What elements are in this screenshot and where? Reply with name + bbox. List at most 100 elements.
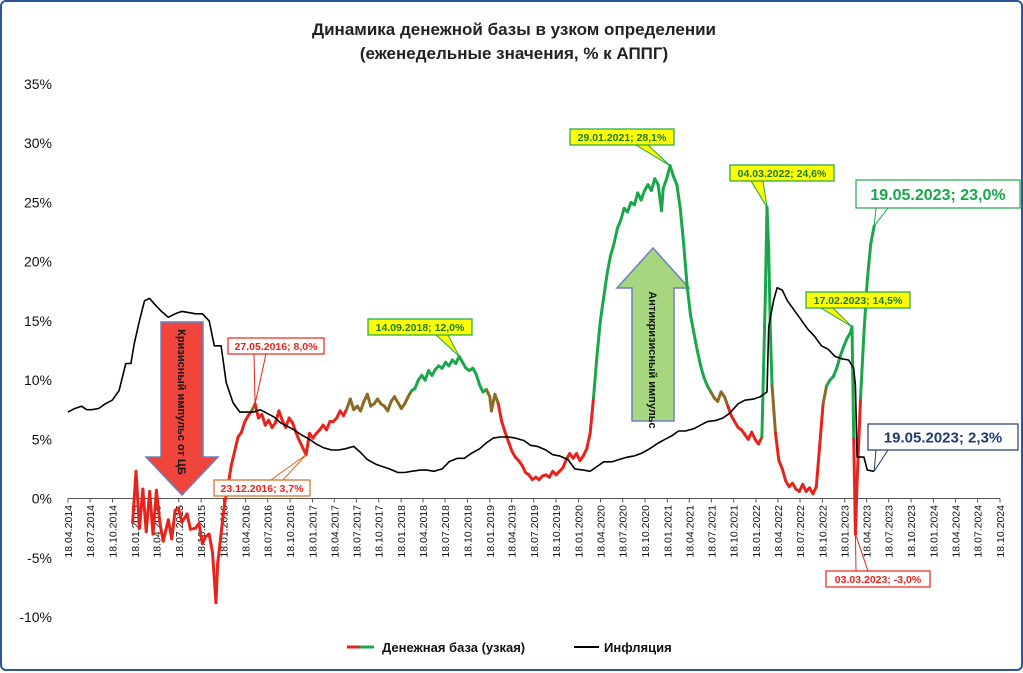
money-base-segment xyxy=(605,254,613,276)
money-base-segment xyxy=(726,404,733,418)
money-base-segment xyxy=(869,224,876,246)
annotation-box xyxy=(855,179,1021,209)
money-base-segment xyxy=(699,364,706,380)
impulse-arrow-label: Кризисный импульс от ЦБ xyxy=(175,329,187,475)
impulse-arrow-label: Антикризисный импульс xyxy=(646,291,658,428)
x-tick-label: 18.04.2021 xyxy=(684,505,696,558)
annotation-pointer xyxy=(819,307,853,328)
money-base-segment xyxy=(765,205,771,252)
annotation-a9: 19.05.2023; 2,3% xyxy=(867,423,1019,472)
annotation-pointer xyxy=(750,180,768,208)
x-tick-label: 18.04.2024 xyxy=(951,505,963,558)
x-tick-label: 18.04.2014 xyxy=(63,505,75,558)
money-base-segment xyxy=(661,177,669,190)
money-base-segment xyxy=(668,164,675,178)
money-base-segment xyxy=(365,392,373,408)
x-tick-label: 18.04.2022 xyxy=(773,505,785,558)
money-base-segment xyxy=(170,508,177,541)
annotation-box xyxy=(213,479,311,497)
annotation-label: 14.09.2018; 12,0% xyxy=(376,322,465,334)
money-base-segment xyxy=(855,396,863,483)
x-tick-label: 18.10.2014 xyxy=(107,505,119,558)
x-tick-label: 18.07.2014 xyxy=(85,505,97,558)
x-tick-label: 18.01.2020 xyxy=(573,505,585,558)
money-base-segment xyxy=(588,396,596,435)
x-tick-label: 18.10.2020 xyxy=(640,505,652,558)
legend-label-money-base: Денежная база (узкая) xyxy=(382,640,525,655)
annotation-label: 29.01.2021; 28,1% xyxy=(578,132,667,144)
money-base-segment xyxy=(304,431,312,457)
money-base-segment xyxy=(639,189,647,202)
annotation-box xyxy=(367,318,473,336)
x-tick-label: 18.01.2017 xyxy=(307,505,319,558)
annotation-label: 27.05.2016; 8,0% xyxy=(235,341,319,353)
annotation-box xyxy=(227,337,325,355)
x-tick-label: 18.01.2022 xyxy=(751,505,763,558)
x-tick-label: 18.01.2018 xyxy=(396,505,408,558)
legend: Денежная база (узкая) Инфляция xyxy=(347,640,672,655)
x-tick-label: 18.07.2018 xyxy=(440,505,452,558)
x-tick-label: 18.07.2016 xyxy=(263,505,275,558)
money-base-segment xyxy=(496,402,504,424)
money-base-segment xyxy=(598,295,606,323)
money-base-segment xyxy=(359,399,366,413)
y-tick-label: 35% xyxy=(24,76,52,92)
y-tick-label: 0% xyxy=(32,491,52,507)
y-tick-label: -10% xyxy=(19,609,52,625)
annotation-box xyxy=(729,164,835,182)
money-base-segment xyxy=(612,227,619,246)
chart-title-group: Динамика денежной базы в узком определен… xyxy=(312,20,716,63)
annotation-box xyxy=(867,423,1019,451)
inflation-line xyxy=(67,286,875,474)
annotation-box xyxy=(569,128,675,146)
x-tick-label: 18.01.2023 xyxy=(840,505,852,558)
impulse-arrows: Кризисный импульс от ЦБ Антикризисный имп… xyxy=(144,246,691,497)
money-base-segment xyxy=(500,420,507,434)
money-base-segment xyxy=(207,532,215,555)
money-base-segment xyxy=(474,372,482,387)
money-base-segment xyxy=(675,183,682,210)
money-base-segment xyxy=(348,397,356,412)
annotation-box xyxy=(805,291,911,309)
money-base-segment xyxy=(493,392,500,406)
money-base-segment xyxy=(277,409,284,422)
x-tick-label: 18.10.2016 xyxy=(285,505,297,558)
annotation-a8: 03.03.2023; -3,0% xyxy=(825,533,931,588)
y-tick-label: 5% xyxy=(32,431,52,447)
annotation-pointer xyxy=(434,334,460,357)
money-base-segment xyxy=(214,562,220,605)
annotation-pointer xyxy=(873,449,889,472)
money-base-segment xyxy=(814,443,822,489)
money-base-segment xyxy=(818,402,825,447)
annotation-label: 04.03.2022; 24,6% xyxy=(738,168,827,180)
money-base-segment xyxy=(859,331,866,400)
x-tick-label: 18.10.2024 xyxy=(995,505,1007,558)
x-tick-label: 18.01.2019 xyxy=(485,505,497,558)
money-base-segment xyxy=(197,521,204,546)
annotation-box xyxy=(825,570,931,588)
x-tick-label: 18.04.2019 xyxy=(507,505,519,558)
money-base-segment xyxy=(185,512,192,531)
legend-label-inflation: Инфляция xyxy=(604,640,672,655)
x-tick-label: 18.04.2018 xyxy=(418,505,430,558)
money-base-segment xyxy=(678,206,686,246)
money-base-segment xyxy=(768,331,774,388)
x-tick-label: 18.07.2024 xyxy=(973,505,985,558)
annotation-a1: 27.05.2016; 8,0% xyxy=(227,337,325,404)
money-base-segment xyxy=(722,395,730,408)
money-base-segment xyxy=(692,331,699,352)
money-base-segment xyxy=(695,349,703,368)
money-base-segment xyxy=(229,449,237,467)
annotation-a6: 17.02.2023; 14,5% xyxy=(805,291,911,328)
x-tick-label: 18.10.2015 xyxy=(196,505,208,558)
annotation-a5: 04.03.2022; 24,6% xyxy=(729,164,835,208)
money-base-segment xyxy=(865,242,873,281)
money-base-segment xyxy=(177,506,184,524)
money-base-segment xyxy=(219,502,226,536)
money-base-segment xyxy=(850,325,856,441)
money-base-segment xyxy=(506,440,514,453)
money-base-segment xyxy=(853,479,859,536)
money-base-segment xyxy=(233,435,240,453)
y-tick-label: 20% xyxy=(24,254,52,270)
